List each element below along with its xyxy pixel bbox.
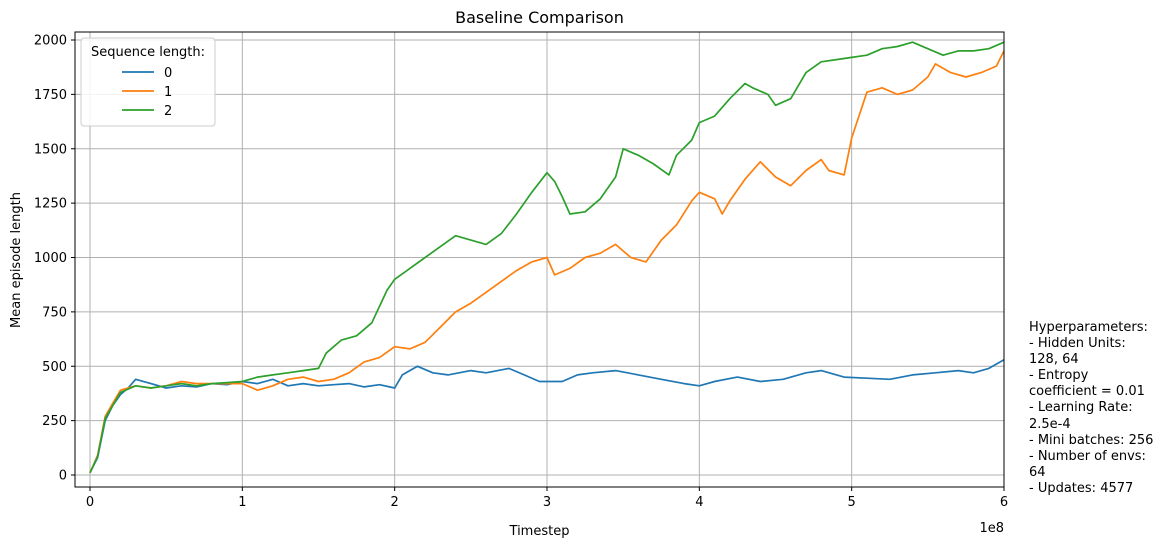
series-line-2 bbox=[89, 41, 1005, 474]
legend-label-0: 0 bbox=[164, 66, 172, 81]
hyperparameter-line: - Entropy bbox=[1029, 368, 1089, 384]
hyperparameter-line: - Hidden Units: bbox=[1029, 336, 1126, 352]
x-axis: 0 1 2 3 4 5 6 bbox=[86, 487, 1008, 510]
x-tick-label: 2 bbox=[391, 495, 399, 510]
hyperparameter-line: coefficient = 0.01 bbox=[1029, 384, 1145, 400]
x-tick-label: 5 bbox=[848, 495, 856, 510]
legend-label-2: 2 bbox=[164, 104, 172, 119]
y-axis-label: Mean episode length bbox=[9, 192, 24, 328]
x-offset-label: 1e8 bbox=[979, 521, 1004, 536]
hyperparameter-line: Hyperparameters: bbox=[1029, 320, 1148, 335]
grid-lines bbox=[75, 32, 1005, 487]
series-line-1 bbox=[89, 50, 1005, 474]
hyperparameter-line: - Mini batches: 256 bbox=[1029, 432, 1154, 448]
x-axis-label: Timestep bbox=[509, 524, 570, 539]
y-tick-label: 250 bbox=[42, 414, 67, 429]
y-tick-label: 1000 bbox=[34, 251, 67, 266]
hyperparameter-line: - Updates: 4577 bbox=[1029, 480, 1134, 496]
y-tick-label: 1250 bbox=[34, 197, 67, 212]
chart-title: Baseline Comparison bbox=[455, 8, 624, 27]
series-line-0 bbox=[89, 358, 1005, 474]
series-lines bbox=[89, 41, 1005, 474]
y-axis: 0 250 500 750 1000 1250 1500 1750 2000 bbox=[34, 34, 75, 484]
y-tick-label: 0 bbox=[59, 469, 67, 484]
hyperparameters-text: Hyperparameters: - Hidden Units: 128, 64- … bbox=[1029, 320, 1153, 497]
x-tick-label: 6 bbox=[1000, 495, 1008, 510]
hyperparameter-line: - Learning Rate: bbox=[1029, 400, 1133, 416]
hyperparameter-line: 128, 64 bbox=[1029, 352, 1079, 368]
plot-frame bbox=[74, 31, 1005, 488]
legend: Sequence length: 0 1 2 bbox=[80, 37, 216, 127]
legend-title: Sequence length: bbox=[91, 45, 205, 60]
legend-label-1: 1 bbox=[164, 85, 172, 100]
legend-box bbox=[80, 37, 216, 127]
x-tick-label: 0 bbox=[86, 495, 94, 510]
y-tick-label: 1500 bbox=[34, 142, 67, 157]
y-tick-label: 500 bbox=[42, 360, 67, 375]
y-tick-label: 750 bbox=[42, 305, 67, 320]
x-tick-label: 3 bbox=[543, 495, 551, 510]
x-tick-label: 1 bbox=[238, 495, 246, 510]
y-tick-label: 1750 bbox=[34, 88, 67, 103]
x-tick-label: 4 bbox=[695, 495, 703, 510]
y-tick-label: 2000 bbox=[34, 34, 67, 49]
hyperparameter-line: 2.5e-4 bbox=[1029, 416, 1071, 432]
hyperparameter-line: 64 bbox=[1029, 464, 1046, 480]
hyperparameter-line: - Number of envs: bbox=[1029, 448, 1146, 464]
